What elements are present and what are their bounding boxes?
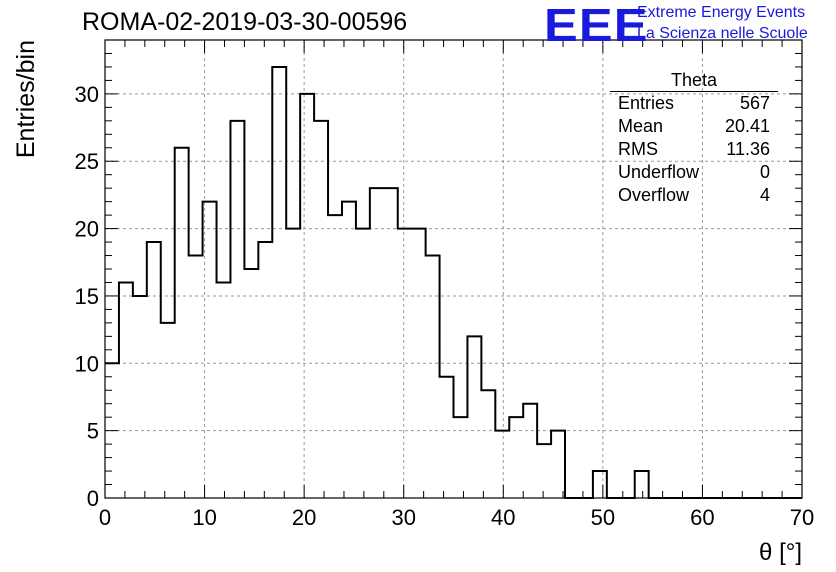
stats-label: Entries	[618, 93, 675, 113]
y-tick-label: 15	[75, 284, 99, 309]
x-tick-label: 0	[99, 505, 111, 530]
eee-logo-mark: EEE	[544, 0, 649, 51]
y-tick-label: 5	[87, 419, 99, 444]
x-tick-label: 30	[391, 505, 415, 530]
stats-label: Underflow	[618, 162, 700, 182]
y-tick-label: 25	[75, 149, 99, 174]
stats-row-entries: Entries 567	[610, 92, 778, 115]
stats-value: 0	[759, 162, 770, 182]
x-tick-label: 40	[491, 505, 515, 530]
chart-title: ROMA-02-2019-03-30-00596	[82, 8, 408, 36]
eee-logo: EEE Extreme Energy Events La Scienza nel…	[544, 0, 834, 51]
y-tick-label: 10	[75, 351, 99, 376]
stats-box-title: Theta	[610, 70, 778, 92]
stats-row-rms: RMS 11.36	[610, 138, 778, 161]
y-tick-label: 0	[87, 486, 99, 511]
stats-box: Theta Entries 567 Mean 20.41 RMS 11.36 U…	[610, 70, 778, 207]
x-axis-label: θ [°]	[759, 539, 802, 566]
stats-label: RMS	[618, 139, 658, 159]
x-tick-label: 70	[790, 505, 814, 530]
stats-value: 4	[759, 185, 770, 205]
y-tick-label: 30	[75, 82, 99, 107]
stats-label: Mean	[618, 116, 664, 136]
stats-row-overflow: Overflow 4	[610, 184, 778, 207]
plot-frame	[104, 39, 803, 499]
stats-value: 20.41	[724, 116, 770, 136]
x-tick-label: 50	[591, 505, 615, 530]
stats-row-mean: Mean 20.41	[610, 115, 778, 138]
logo-line-1: Extreme Energy Events	[637, 4, 806, 21]
stats-label: Overflow	[618, 185, 690, 205]
x-tick-label: 20	[292, 505, 316, 530]
stats-value: 567	[739, 93, 770, 113]
x-tick-label: 60	[690, 505, 714, 530]
y-tick-label: 20	[75, 217, 99, 242]
stats-value: 11.36	[726, 139, 770, 159]
x-tick-label: 10	[192, 505, 216, 530]
y-axis-label: Entries/bin	[12, 40, 40, 158]
stats-row-underflow: Underflow 0	[610, 161, 778, 184]
logo-line-2: La Scienza nelle Scuole	[637, 25, 808, 42]
